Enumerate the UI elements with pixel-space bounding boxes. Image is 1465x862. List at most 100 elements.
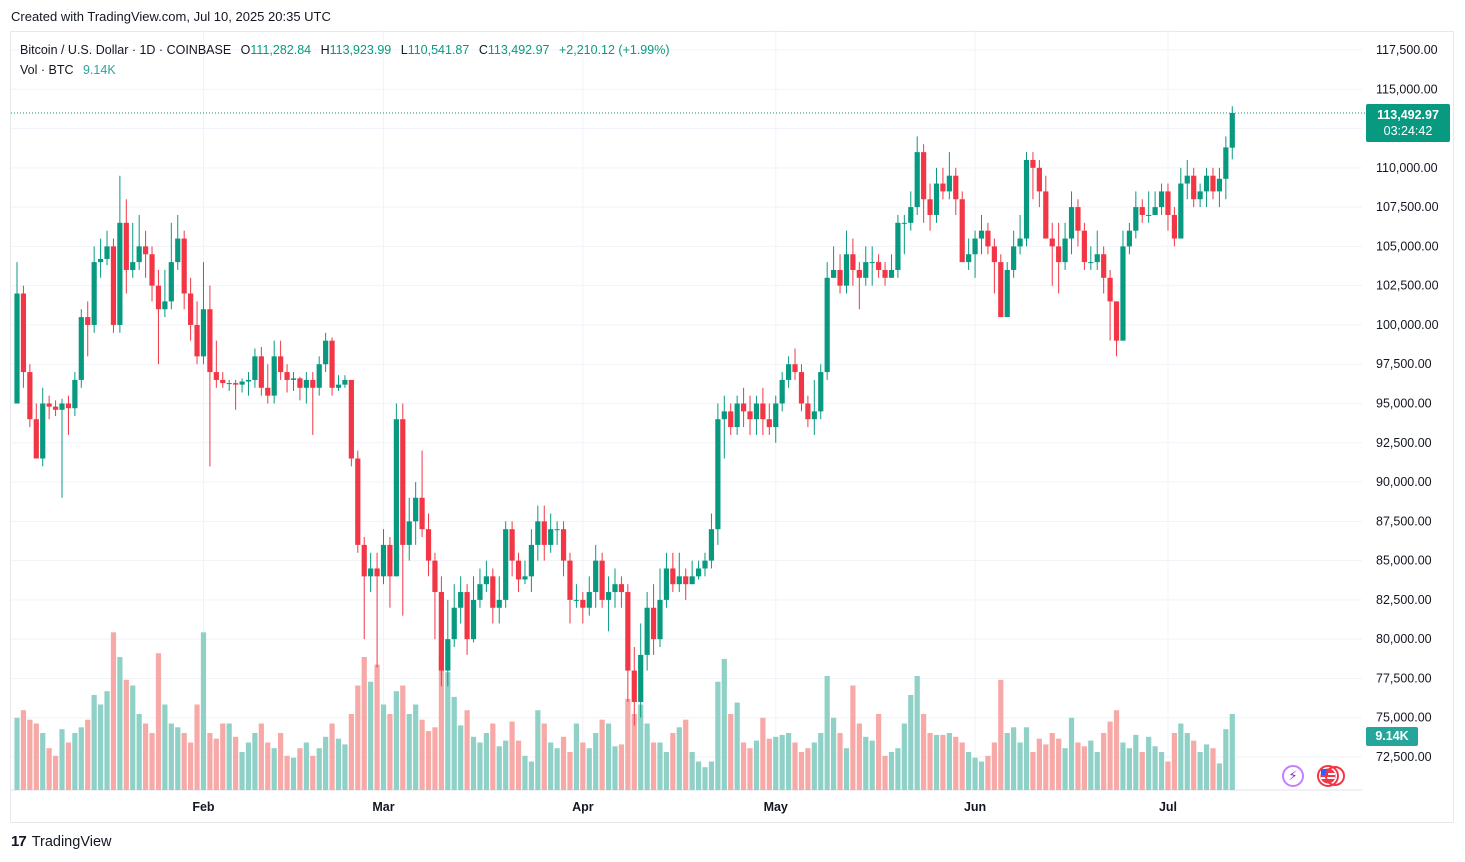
- candle-body[interactable]: [59, 403, 65, 410]
- candle-body[interactable]: [168, 262, 174, 302]
- candle-body[interactable]: [419, 497, 425, 530]
- candle-body[interactable]: [65, 403, 72, 409]
- candle-body[interactable]: [477, 584, 483, 600]
- candle-body[interactable]: [400, 419, 406, 545]
- candle-body[interactable]: [271, 356, 277, 396]
- candle-body[interactable]: [1036, 167, 1042, 192]
- candle-body[interactable]: [490, 576, 496, 608]
- candle-body[interactable]: [734, 403, 740, 428]
- candle-body[interactable]: [503, 529, 509, 600]
- candle-body[interactable]: [445, 639, 451, 671]
- candle-body[interactable]: [1043, 191, 1049, 239]
- candle-body[interactable]: [779, 379, 785, 404]
- candle-body[interactable]: [406, 521, 412, 545]
- candle-body[interactable]: [374, 568, 380, 577]
- candle-body[interactable]: [220, 379, 226, 384]
- candle-body[interactable]: [1107, 277, 1113, 302]
- candle-body[interactable]: [464, 592, 470, 640]
- candle-body[interactable]: [380, 544, 387, 577]
- candle-body[interactable]: [683, 576, 689, 585]
- candle-body[interactable]: [143, 246, 149, 255]
- candle-body[interactable]: [644, 607, 650, 655]
- candle-body[interactable]: [290, 378, 297, 380]
- candle-body[interactable]: [335, 384, 342, 388]
- candle-body[interactable]: [940, 183, 946, 192]
- lightning-icon[interactable]: ⚡: [1282, 765, 1304, 787]
- candle-body[interactable]: [425, 529, 432, 561]
- candle-body[interactable]: [773, 403, 779, 428]
- candle-body[interactable]: [959, 199, 965, 263]
- candle-body[interactable]: [207, 309, 213, 373]
- candle-body[interactable]: [33, 419, 39, 459]
- candle-body[interactable]: [740, 403, 747, 412]
- candle-body[interactable]: [721, 411, 727, 420]
- candle-body[interactable]: [515, 560, 522, 580]
- candle-body[interactable]: [213, 372, 219, 380]
- candle-body[interactable]: [1030, 159, 1036, 168]
- candle-body[interactable]: [586, 592, 592, 608]
- candle-body[interactable]: [747, 411, 753, 420]
- candle-body[interactable]: [1023, 159, 1030, 239]
- candle-body[interactable]: [966, 254, 972, 263]
- candle-body[interactable]: [1229, 112, 1235, 148]
- candle-body[interactable]: [123, 222, 129, 270]
- candle-body[interactable]: [728, 411, 734, 428]
- candle-body[interactable]: [1216, 178, 1223, 192]
- candle-body[interactable]: [342, 379, 348, 385]
- candle-body[interactable]: [695, 568, 702, 577]
- candle-body[interactable]: [1191, 175, 1197, 200]
- footer-branding[interactable]: 17 TradingView: [11, 833, 111, 850]
- candle-body[interactable]: [1088, 262, 1094, 264]
- candle-body[interactable]: [760, 403, 766, 420]
- candle-body[interactable]: [689, 576, 695, 585]
- candle-body[interactable]: [882, 269, 888, 278]
- candle-body[interactable]: [843, 254, 850, 286]
- candle-body[interactable]: [368, 568, 374, 577]
- candle-body[interactable]: [104, 246, 110, 259]
- candle-body[interactable]: [1203, 175, 1210, 192]
- candle-body[interactable]: [573, 599, 580, 601]
- candle-body[interactable]: [329, 340, 335, 388]
- candle-body[interactable]: [265, 387, 271, 396]
- candle-body[interactable]: [650, 607, 657, 640]
- candle-body[interactable]: [1133, 207, 1139, 231]
- candle-body[interactable]: [908, 207, 914, 223]
- candle-body[interactable]: [1165, 191, 1171, 215]
- candle-body[interactable]: [1171, 214, 1177, 239]
- candle-body[interactable]: [175, 238, 181, 263]
- us-flag-icon[interactable]: [1316, 764, 1346, 788]
- candle-body[interactable]: [297, 378, 303, 388]
- candle-body[interactable]: [509, 529, 515, 561]
- candle-body[interactable]: [438, 592, 444, 671]
- candle-body[interactable]: [657, 599, 663, 640]
- candle-body[interactable]: [323, 340, 329, 365]
- candle-body[interactable]: [1126, 230, 1132, 247]
- candle-body[interactable]: [798, 372, 805, 404]
- candle-body[interactable]: [914, 152, 920, 208]
- candle-body[interactable]: [310, 379, 316, 388]
- candle-body[interactable]: [753, 403, 760, 420]
- candle-body[interactable]: [605, 592, 612, 600]
- candle-body[interactable]: [599, 560, 605, 600]
- candle-body[interactable]: [850, 254, 856, 270]
- candle-body[interactable]: [27, 372, 33, 420]
- candle-body[interactable]: [888, 269, 895, 278]
- candle-body[interactable]: [612, 584, 618, 593]
- candle-body[interactable]: [522, 576, 528, 580]
- candle-body[interactable]: [1197, 191, 1203, 200]
- candle-body[interactable]: [541, 521, 547, 545]
- candle-body[interactable]: [1004, 269, 1010, 318]
- candle-body[interactable]: [554, 529, 560, 531]
- candle-body[interactable]: [458, 592, 464, 608]
- candle-body[interactable]: [117, 222, 123, 325]
- candle-body[interactable]: [387, 544, 393, 577]
- candle-body[interactable]: [110, 246, 117, 325]
- candle-body[interactable]: [46, 403, 52, 407]
- candle-body[interactable]: [876, 262, 882, 270]
- candle-body[interactable]: [998, 262, 1004, 318]
- candle-body[interactable]: [593, 560, 599, 593]
- candle-body[interactable]: [625, 592, 631, 671]
- candle-body[interactable]: [97, 258, 104, 263]
- candle-body[interactable]: [413, 497, 419, 522]
- candle-body[interactable]: [831, 269, 837, 278]
